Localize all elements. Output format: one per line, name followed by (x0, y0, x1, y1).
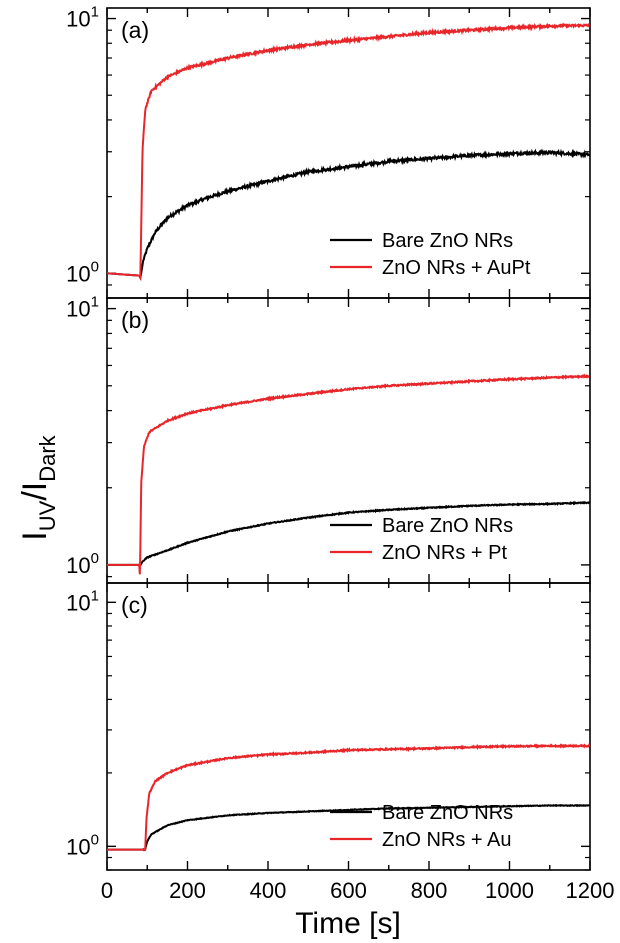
legend-label: Bare ZnO NRs (382, 802, 513, 824)
y-tick-label-exponent: 1 (91, 4, 99, 21)
series-line-coated (107, 373, 590, 575)
x-tick-label: 1200 (566, 878, 615, 903)
legend-label: ZnO NRs + AuPt (382, 257, 531, 279)
series-line-bare (107, 148, 590, 281)
x-tick-label: 1000 (485, 878, 534, 903)
panel-label: (a) (121, 17, 149, 43)
y-axis-label-main: I (16, 531, 54, 540)
y-tick-label-base: 10 (66, 553, 90, 578)
y-tick-label: 101 (66, 294, 99, 322)
y-tick-label: 101 (66, 587, 99, 615)
y-tick-label: 100 (66, 258, 99, 286)
legend-label: Bare ZnO NRs (382, 515, 513, 537)
panel-frame (106, 297, 591, 584)
y-tick-label-base: 10 (66, 297, 90, 322)
x-axis-label: Time [s] (295, 907, 401, 940)
y-tick-label-exponent: 1 (91, 587, 99, 604)
x-tick-label: 400 (250, 878, 287, 903)
y-tick-label: 100 (66, 550, 99, 578)
series-line-bare (107, 500, 590, 568)
series-line-coated (107, 22, 590, 282)
x-tick-label: 200 (169, 878, 206, 903)
y-axis-label-sub1: UV (35, 500, 60, 531)
panel-frame (106, 582, 591, 871)
x-tick-label: 800 (411, 878, 448, 903)
y-tick-label-base: 10 (66, 834, 90, 859)
panel-label: (c) (121, 592, 148, 618)
series-line-coated (107, 742, 590, 852)
legend-label: ZnO NRs + Au (382, 829, 512, 851)
y-tick-label-exponent: 0 (91, 550, 99, 567)
y-tick-label-exponent: 0 (91, 831, 99, 848)
legend-label: Bare ZnO NRs (382, 230, 513, 252)
y-tick-label: 100 (66, 831, 99, 859)
y-tick-label-base: 10 (66, 590, 90, 615)
panel-label: (b) (121, 307, 149, 333)
y-axis-label: IUV/IDark (16, 434, 60, 540)
x-axis: 0 200 400 600 800 1000 1200 (101, 878, 615, 903)
y-tick-label-base: 10 (66, 261, 90, 286)
y-tick-label-exponent: 1 (91, 294, 99, 311)
y-tick-label-base: 10 (66, 7, 90, 32)
y-axis-label-sub2: Dark (35, 434, 60, 481)
legend-label: ZnO NRs + Pt (382, 542, 507, 564)
y-tick-label-exponent: 0 (91, 258, 99, 275)
series-line-bare (107, 803, 590, 852)
y-axis-label-sep: /I (16, 482, 54, 501)
y-tick-label: 101 (66, 4, 99, 32)
x-tick-label: 600 (330, 878, 367, 903)
x-tick-label: 0 (101, 878, 113, 903)
